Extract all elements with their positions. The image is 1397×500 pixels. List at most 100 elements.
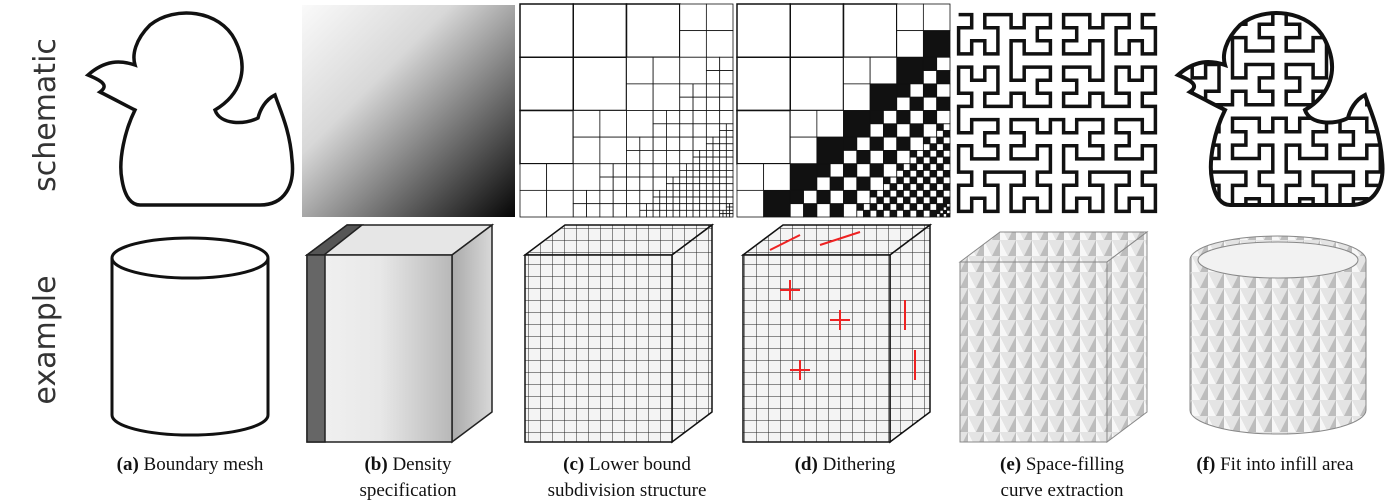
cell bbox=[943, 170, 950, 177]
cell bbox=[923, 97, 936, 110]
cell bbox=[737, 57, 790, 110]
cell bbox=[666, 124, 679, 137]
curve bbox=[959, 15, 1156, 212]
cell bbox=[937, 57, 950, 70]
cell bbox=[700, 150, 707, 157]
cell bbox=[613, 164, 626, 177]
cell bbox=[520, 4, 573, 57]
cell bbox=[877, 210, 884, 217]
cell bbox=[737, 164, 764, 191]
cell bbox=[883, 184, 890, 191]
cell bbox=[640, 150, 653, 163]
cell bbox=[910, 197, 917, 204]
cell bbox=[890, 190, 897, 197]
cell bbox=[923, 170, 930, 177]
cell bbox=[817, 204, 830, 217]
cell bbox=[680, 197, 687, 204]
cell bbox=[713, 164, 720, 171]
cell bbox=[947, 210, 950, 213]
cell bbox=[720, 144, 727, 151]
cell bbox=[723, 210, 726, 213]
cell bbox=[943, 210, 946, 213]
cell bbox=[706, 157, 713, 164]
cell bbox=[666, 164, 679, 177]
cell bbox=[666, 197, 673, 204]
cell bbox=[573, 57, 626, 110]
cell bbox=[917, 210, 924, 217]
cell bbox=[917, 164, 924, 171]
cell bbox=[883, 210, 890, 217]
cell bbox=[870, 177, 883, 190]
cell bbox=[897, 97, 910, 110]
cell bbox=[547, 190, 574, 217]
cell bbox=[706, 170, 713, 177]
cell bbox=[726, 130, 733, 137]
cell bbox=[897, 177, 904, 184]
cell bbox=[870, 111, 883, 124]
cell bbox=[693, 137, 706, 150]
cylinder bbox=[112, 238, 268, 435]
cell bbox=[680, 84, 693, 97]
cell bbox=[706, 97, 719, 110]
cell bbox=[520, 111, 573, 164]
cell bbox=[720, 170, 727, 177]
cell bbox=[673, 190, 680, 197]
cell bbox=[706, 184, 713, 191]
cell bbox=[680, 31, 707, 58]
cell bbox=[897, 31, 924, 58]
cell bbox=[923, 197, 930, 204]
cell bbox=[693, 97, 706, 110]
cell bbox=[923, 111, 936, 124]
cell bbox=[680, 124, 693, 137]
cell bbox=[706, 57, 719, 70]
cell bbox=[883, 137, 896, 150]
cell bbox=[660, 204, 667, 211]
cell bbox=[706, 71, 719, 84]
cell bbox=[673, 177, 680, 184]
cell bbox=[923, 31, 950, 58]
cell bbox=[883, 164, 896, 177]
cell bbox=[923, 204, 930, 211]
cell bbox=[940, 210, 943, 213]
cell bbox=[700, 170, 707, 177]
cell bbox=[937, 111, 950, 124]
cell bbox=[713, 177, 720, 184]
cell bbox=[857, 210, 864, 217]
caption: specification bbox=[359, 480, 457, 500]
cell bbox=[764, 190, 791, 217]
cell bbox=[910, 137, 923, 150]
cell bbox=[903, 170, 910, 177]
cell bbox=[923, 190, 930, 197]
cell bbox=[720, 137, 727, 144]
cell bbox=[653, 111, 666, 124]
cell bbox=[870, 124, 883, 137]
cell bbox=[943, 197, 950, 204]
cell bbox=[706, 144, 713, 151]
cell bbox=[726, 124, 733, 131]
cell bbox=[897, 150, 910, 163]
cell bbox=[680, 177, 687, 184]
cell bbox=[870, 84, 897, 111]
cell bbox=[573, 137, 600, 164]
cell bbox=[700, 164, 707, 171]
cell bbox=[890, 210, 897, 217]
cell bbox=[910, 111, 923, 124]
cell bbox=[844, 111, 871, 138]
cell bbox=[520, 164, 547, 191]
cell bbox=[600, 164, 613, 177]
cell bbox=[830, 164, 843, 177]
cell bbox=[937, 177, 944, 184]
cell bbox=[737, 4, 790, 57]
cell bbox=[673, 197, 680, 204]
cell bbox=[713, 197, 720, 204]
cell bbox=[680, 170, 687, 177]
cell bbox=[943, 144, 950, 151]
cell bbox=[917, 157, 924, 164]
cell bbox=[897, 84, 910, 97]
cell bbox=[726, 214, 729, 217]
cell bbox=[930, 157, 937, 164]
cell bbox=[937, 124, 944, 131]
cell bbox=[943, 204, 946, 207]
cell bbox=[923, 57, 936, 70]
cell bbox=[863, 210, 870, 217]
